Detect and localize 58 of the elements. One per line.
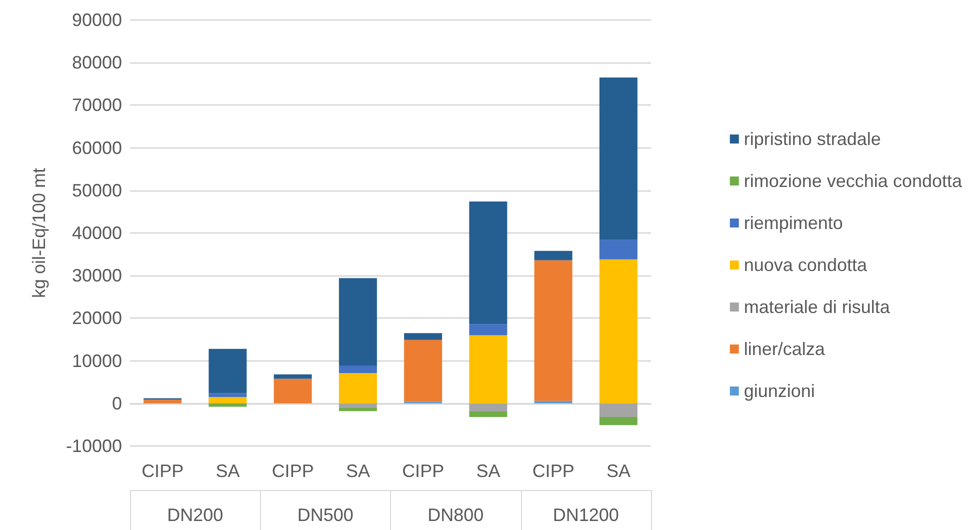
legend-label: ripristino stradale (744, 129, 881, 149)
bar (469, 335, 508, 404)
y-tick-label: 80000 (72, 52, 122, 73)
y-tick-label: 60000 (72, 138, 122, 158)
bar (469, 403, 508, 412)
bar (534, 400, 572, 404)
bar (338, 403, 377, 408)
bar (274, 378, 312, 404)
bar (599, 417, 638, 426)
bar (274, 374, 312, 379)
y-tick-label: 10000 (72, 350, 122, 371)
x-tick-label: SA (346, 461, 370, 481)
y-tick-label: 40000 (72, 223, 122, 243)
bar (208, 397, 247, 404)
y-tick-label: 30000 (72, 266, 122, 286)
text: DN500 (297, 505, 354, 525)
bar (338, 278, 377, 366)
bar (599, 403, 638, 418)
bar (599, 240, 638, 260)
y-tick-label: -10000 (66, 436, 122, 456)
x-tick-label: SA (216, 461, 240, 481)
text: DN800 (428, 505, 484, 525)
x-tick-label: CIPP (142, 461, 184, 481)
bar (144, 400, 182, 403)
bar (404, 340, 442, 402)
legend-label: riempimento (744, 213, 843, 233)
bar (208, 393, 247, 398)
bar (534, 250, 572, 260)
y-tick-label: 70000 (72, 95, 122, 116)
y-tick-label: 0 (112, 393, 122, 414)
y-tick-label: 20000 (72, 308, 122, 328)
y-axis-title: kg oil-Eq/100 mt (29, 168, 49, 298)
bar (208, 348, 247, 394)
y-tick-label: 50000 (72, 180, 122, 200)
y-tick-label: 90000 (72, 10, 122, 30)
text: DN200 (167, 505, 224, 525)
bar (338, 365, 377, 374)
bar (469, 201, 508, 324)
x-tick-label: SA (606, 461, 630, 481)
x-tick-label: CIPP (532, 461, 574, 481)
bar (469, 324, 508, 336)
bar (208, 403, 247, 407)
legend-label: rimozione vecchia condotta (744, 171, 963, 191)
bar (534, 260, 572, 401)
bar (404, 333, 442, 340)
x-tick-label: CIPP (272, 461, 314, 481)
legend-label: materiale di risulta (744, 297, 891, 317)
bar (599, 259, 638, 404)
bar (338, 408, 377, 412)
bar (469, 411, 508, 418)
legend-label: nuova condotta (744, 255, 868, 275)
x-tick-label: CIPP (402, 461, 444, 481)
x-tick-label: SA (476, 461, 500, 481)
legend-label: giunzioni (744, 381, 815, 401)
bar (338, 373, 377, 404)
bar (599, 78, 638, 240)
legend-label: liner/calza (744, 339, 826, 359)
text: DN1200 (552, 505, 619, 525)
